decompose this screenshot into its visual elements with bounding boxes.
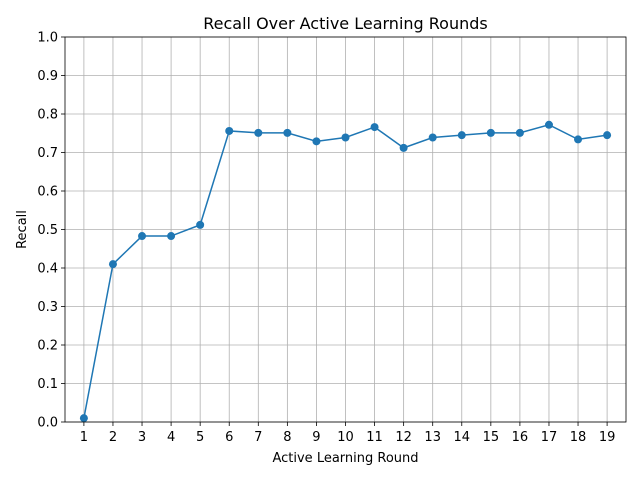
- x-tick-label: 17: [541, 430, 558, 445]
- x-tick-label: 10: [337, 430, 354, 445]
- y-tick-label: 0.9: [37, 69, 58, 84]
- x-tick-label: 2: [109, 430, 117, 445]
- data-point: [254, 129, 262, 137]
- data-point: [342, 133, 350, 141]
- y-tick-label: 0.4: [37, 262, 58, 277]
- y-axis-label: Recall: [15, 210, 30, 249]
- y-tick-label: 0.2: [37, 339, 58, 354]
- y-tick-label: 0.0: [37, 416, 58, 431]
- data-point: [225, 127, 233, 135]
- x-tick-label: 8: [283, 430, 291, 445]
- x-tick-label: 7: [254, 430, 262, 445]
- x-tick-label: 5: [196, 430, 204, 445]
- y-tick-label: 0.7: [37, 146, 58, 161]
- data-point: [545, 121, 553, 129]
- data-point: [574, 135, 582, 143]
- data-point: [312, 137, 320, 145]
- x-tick-label: 15: [483, 430, 500, 445]
- data-point: [400, 144, 408, 152]
- data-point: [458, 131, 466, 139]
- data-point: [429, 133, 437, 141]
- grid: [65, 37, 626, 422]
- y-tick-label: 0.5: [37, 223, 58, 238]
- y-tick-label: 1.0: [37, 31, 58, 46]
- data-point: [196, 221, 204, 229]
- y-tick-label: 0.1: [37, 377, 58, 392]
- x-tick-label: 3: [138, 430, 146, 445]
- x-tick-label: 18: [570, 430, 587, 445]
- data-point: [283, 129, 291, 137]
- x-tick-label: 11: [366, 430, 383, 445]
- data-point: [371, 123, 379, 131]
- x-tick-label: 4: [167, 430, 175, 445]
- y-tick-label: 0.8: [37, 108, 58, 123]
- data-point: [603, 131, 611, 139]
- x-tick-label: 14: [453, 430, 470, 445]
- x-tick-label: 1: [80, 430, 88, 445]
- y-tick-label: 0.6: [37, 185, 58, 200]
- y-tick-label: 0.3: [37, 300, 58, 315]
- data-point: [516, 129, 524, 137]
- chart-title: Recall Over Active Learning Rounds: [203, 14, 487, 33]
- x-tick-label: 16: [512, 430, 529, 445]
- x-tick-label: 12: [395, 430, 412, 445]
- data-point: [487, 129, 495, 137]
- axis-ticks: 1 2 3 4 5 6 7 8 9 10 11 12 13 14 15 16 17 18 190.00.10.20.…: [37, 31, 615, 446]
- x-axis-label: Active Learning Round: [272, 451, 418, 466]
- data-point: [109, 260, 117, 268]
- x-tick-label: 13: [424, 430, 441, 445]
- data-point: [80, 414, 88, 422]
- data-point: [167, 232, 175, 240]
- data-point: [138, 232, 146, 240]
- x-tick-label: 6: [225, 430, 233, 445]
- x-tick-label: 19: [599, 430, 616, 445]
- x-tick-label: 9: [312, 430, 320, 445]
